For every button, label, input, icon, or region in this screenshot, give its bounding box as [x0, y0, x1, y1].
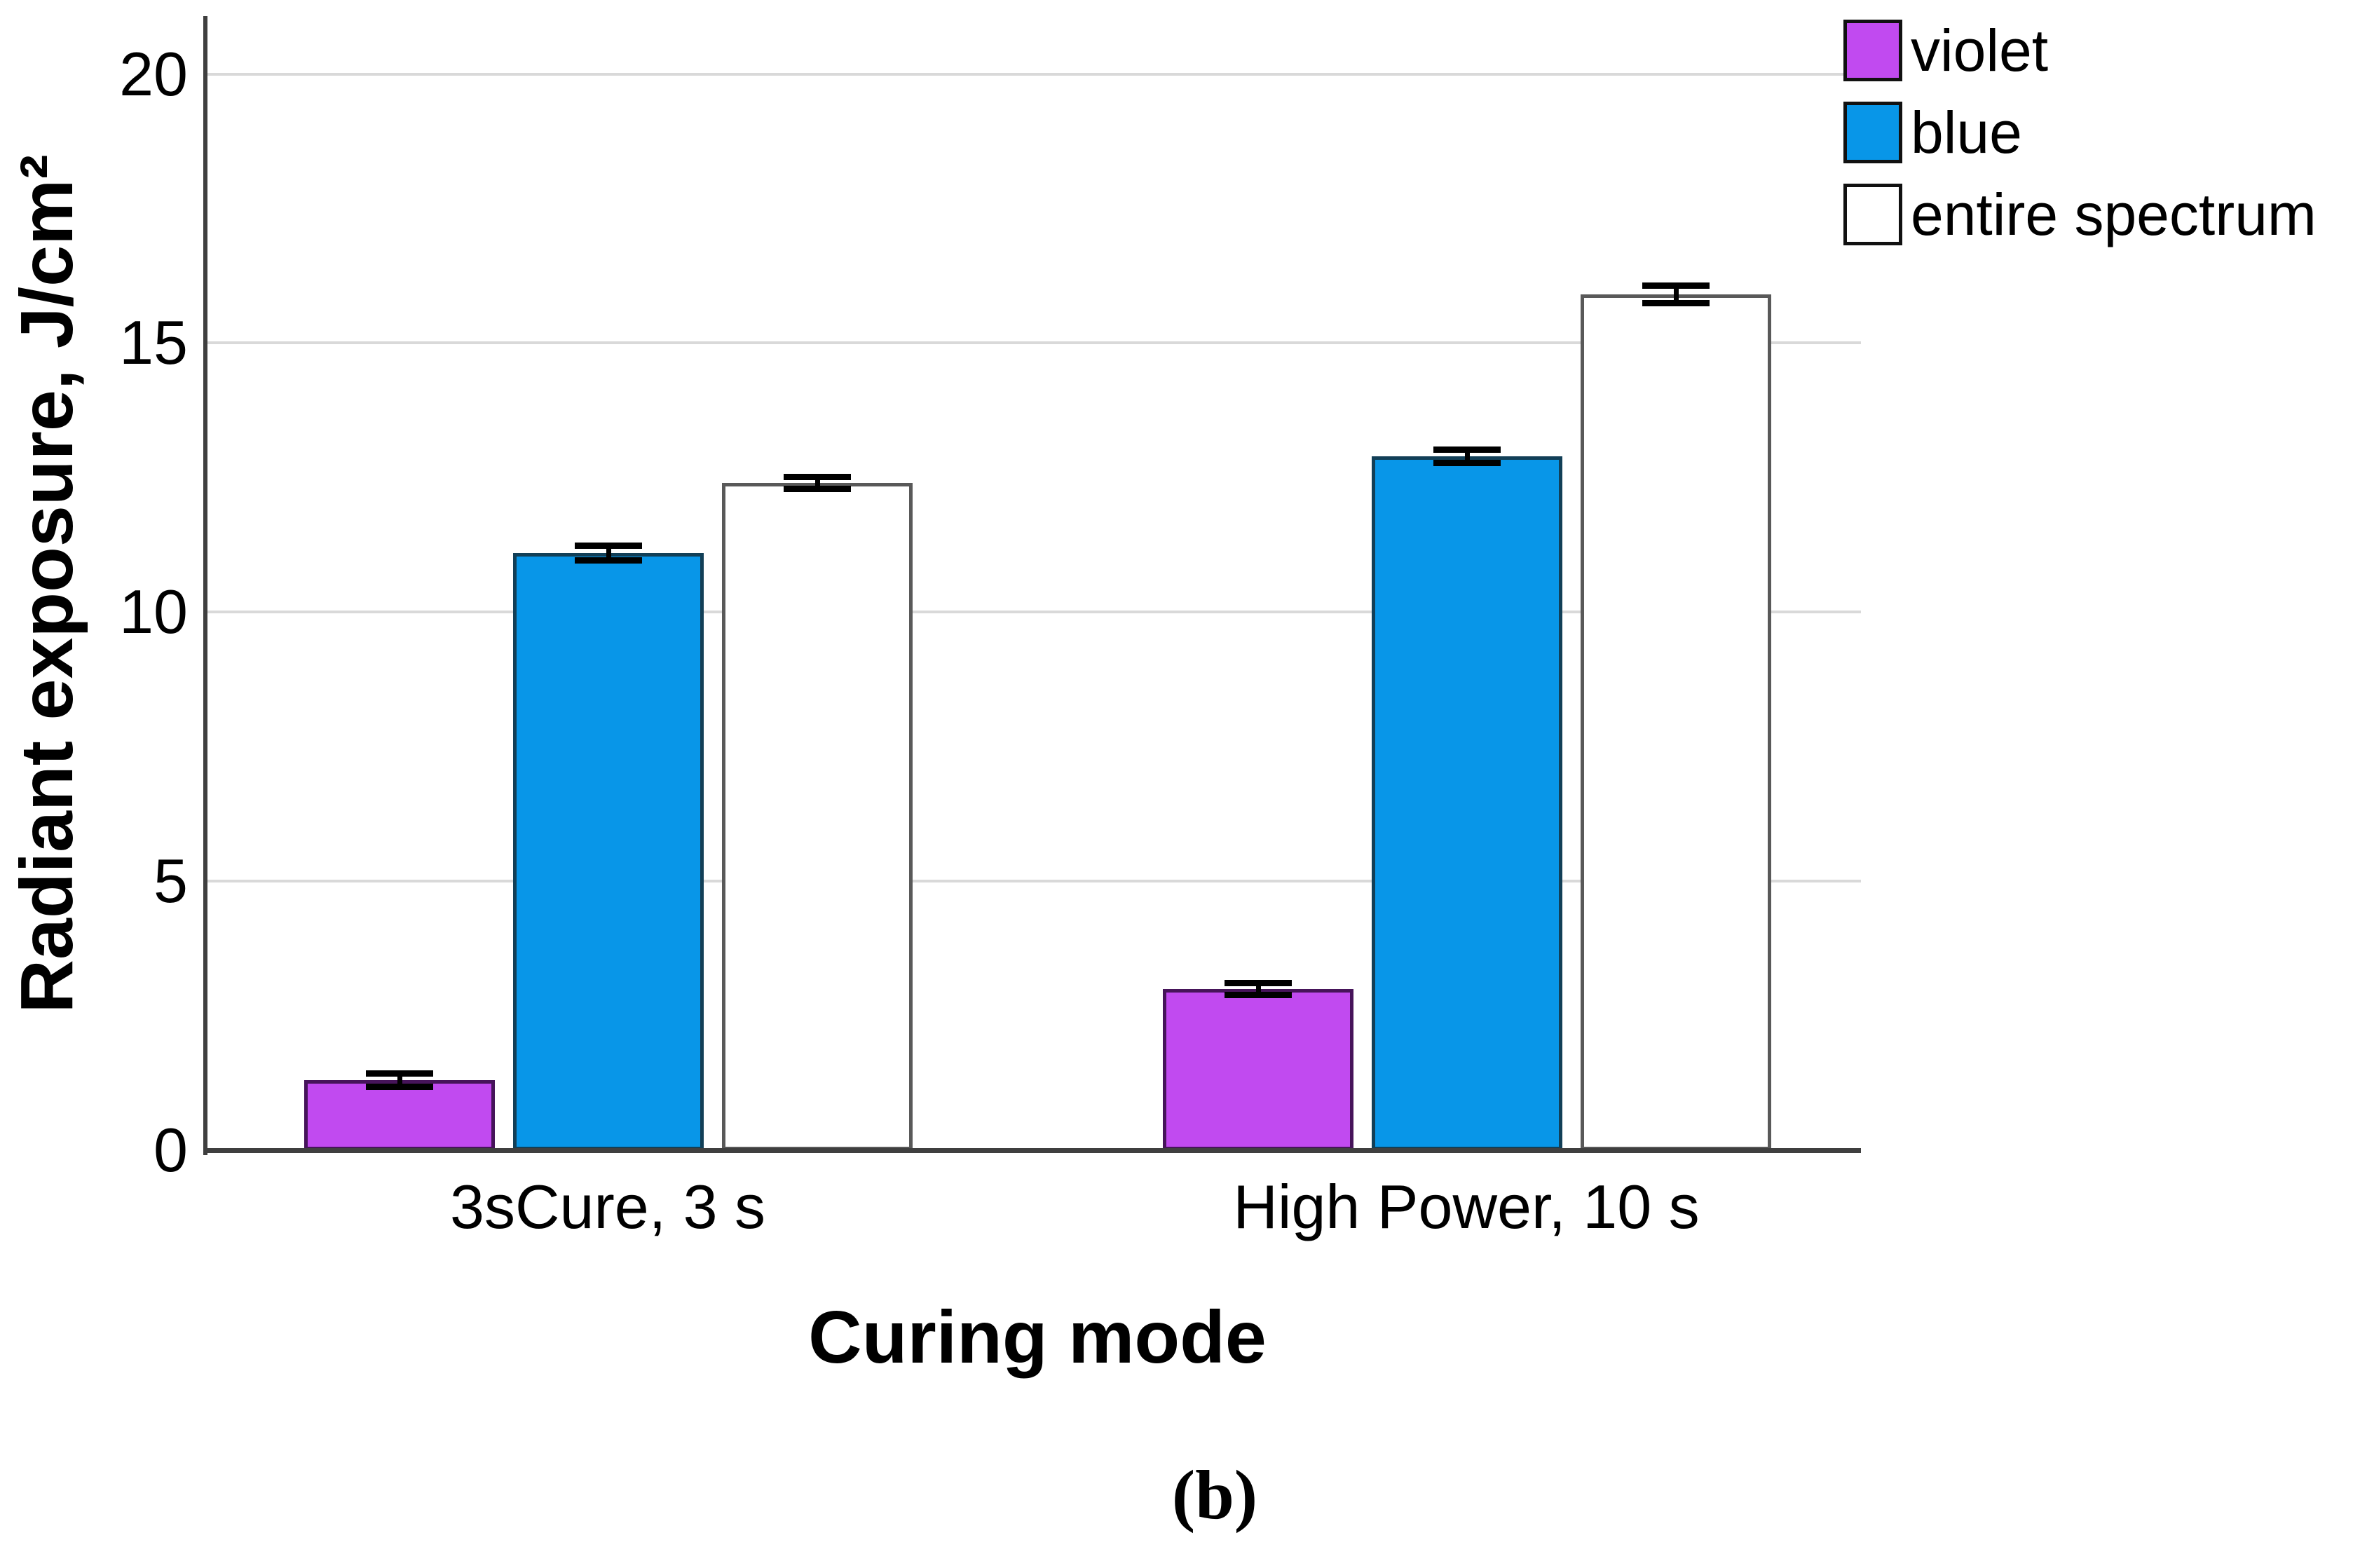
y-tick-label-0: 0 [154, 1115, 188, 1185]
y-tick-label-15: 15 [119, 308, 188, 378]
legend-item-blue: blue [1843, 102, 2317, 163]
gridline-y-20 [207, 72, 1861, 76]
error-bar-cap-top [1642, 282, 1710, 289]
legend-item-violet: violet [1843, 20, 2317, 81]
bar-entire-spectrum-group0 [722, 483, 913, 1150]
error-bar-cap-top [784, 474, 851, 480]
x-axis-line [203, 1148, 1861, 1153]
y-tick-label-20: 20 [119, 39, 188, 109]
error-bar-cap-bottom [366, 1083, 433, 1090]
legend-label-entire-spectrum: entire spectrum [1911, 182, 2317, 247]
gridline-y-5 [207, 880, 1861, 883]
gridline-y-15 [207, 341, 1861, 345]
legend-item-entire-spectrum: entire spectrum [1843, 184, 2317, 245]
error-bar-cap-bottom [784, 486, 851, 492]
x-tick-label-3scure: 3sCure, 3 s [450, 1172, 765, 1241]
bar-blue-group0 [513, 553, 704, 1150]
error-bar-line [1255, 986, 1261, 992]
error-bar-line [1464, 452, 1470, 461]
legend: violet blue entire spectrum [1843, 20, 2317, 266]
legend-label-blue: blue [1911, 100, 2022, 165]
y-tick-label-5: 5 [154, 846, 188, 916]
legend-swatch-violet [1843, 20, 1902, 81]
error-bar-cap-top [1225, 980, 1292, 986]
legend-label-violet: violet [1911, 18, 2049, 83]
subfigure-caption: (b) [1171, 1456, 1258, 1534]
bar-entire-spectrum-group1 [1581, 294, 1771, 1150]
error-bar-line [1673, 289, 1679, 300]
x-axis-title: Curing mode [808, 1296, 1267, 1379]
legend-swatch-blue [1843, 102, 1902, 163]
error-bar-line [814, 480, 820, 486]
error-bar-cap-bottom [1642, 299, 1710, 306]
plot-area [203, 16, 1861, 1155]
y-tick-label-10: 10 [119, 577, 188, 647]
error-bar-cap-bottom [1225, 992, 1292, 998]
gridline-y-10 [207, 611, 1861, 614]
bar-violet-group1 [1163, 989, 1353, 1150]
bar-violet-group0 [304, 1080, 495, 1150]
error-bar-cap-top [575, 542, 642, 549]
bar-blue-group1 [1372, 456, 1562, 1150]
error-bar-cap-top [366, 1070, 433, 1077]
legend-swatch-entire-spectrum [1843, 184, 1902, 245]
x-tick-label-highpower: High Power, 10 s [1233, 1172, 1700, 1241]
error-bar-line [397, 1077, 402, 1084]
error-bar-cap-bottom [575, 557, 642, 564]
error-bar-cap-top [1433, 446, 1501, 453]
error-bar-line [606, 548, 611, 558]
error-bar-cap-bottom [1433, 460, 1501, 467]
y-axis-line [203, 16, 207, 1155]
